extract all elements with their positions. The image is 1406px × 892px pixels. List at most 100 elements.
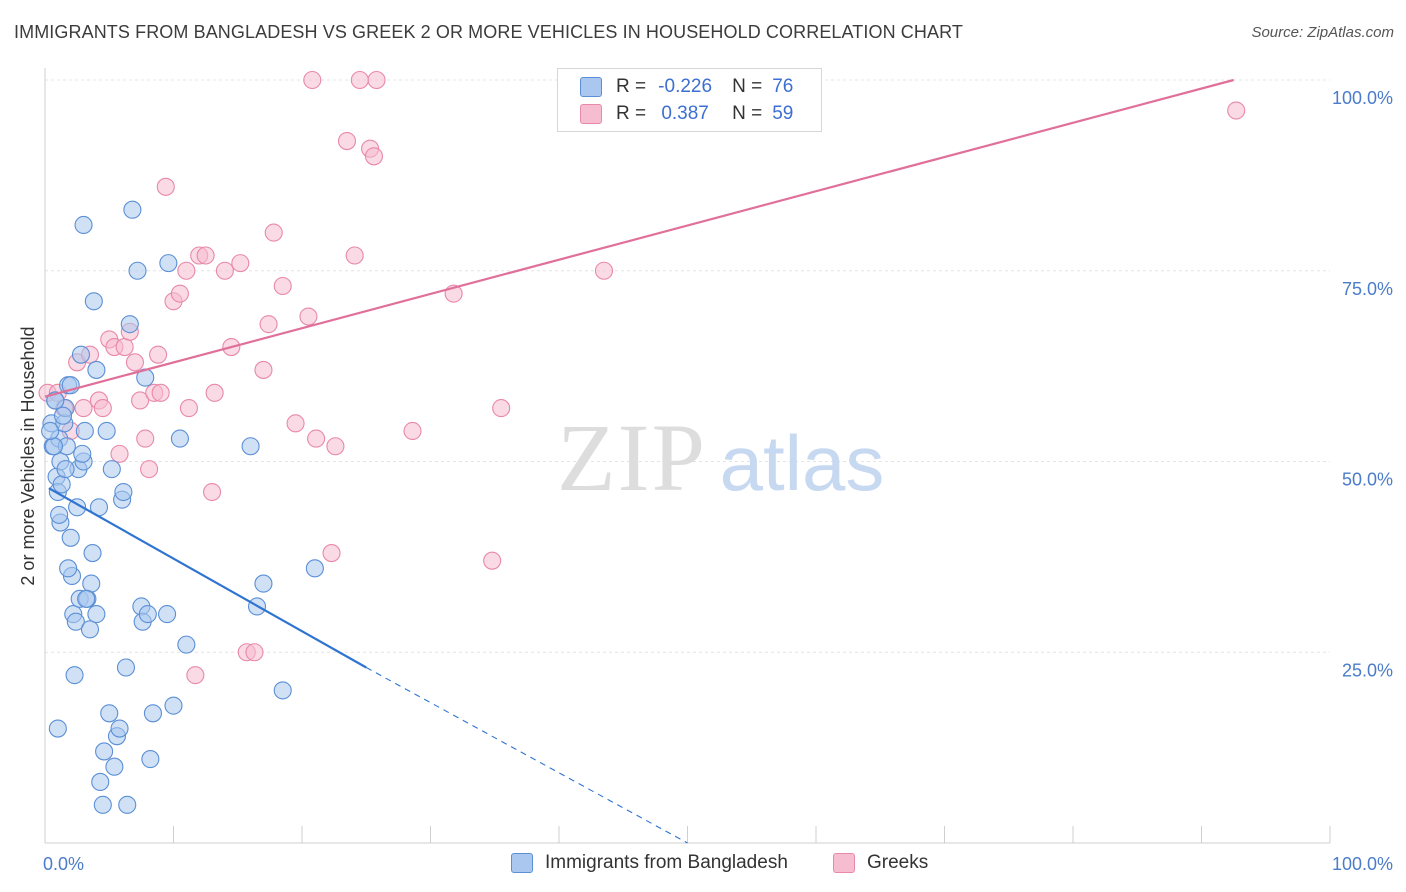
x-tick-label: 100.0% bbox=[1332, 854, 1393, 874]
greeks-point bbox=[245, 643, 264, 662]
greeks-point bbox=[337, 131, 357, 151]
bangladesh-point bbox=[158, 605, 177, 624]
greeks-point bbox=[364, 147, 384, 166]
bangladesh-point bbox=[170, 429, 189, 448]
greeks-point bbox=[264, 223, 283, 242]
greeks-point bbox=[125, 353, 144, 372]
greeks-point bbox=[74, 399, 93, 418]
legend-n-label: N = bbox=[732, 76, 763, 97]
legend-n-value: 76 bbox=[772, 76, 794, 97]
greeks-trend-line bbox=[44, 78, 1234, 398]
legend-n-value: 59 bbox=[772, 103, 794, 124]
greeks-point bbox=[350, 70, 369, 90]
bangladesh-point bbox=[100, 704, 119, 723]
bottom-legend-swatch-pink bbox=[833, 853, 855, 873]
y-tick-label: 25.0% bbox=[1342, 660, 1393, 680]
greeks-point bbox=[149, 345, 168, 364]
greeks-point bbox=[131, 391, 150, 410]
greeks-point bbox=[345, 246, 364, 265]
bangladesh-point bbox=[59, 559, 78, 578]
tick-labels: 25.0% 50.0% 75.0% 100.0% 0.0% 100.0% bbox=[43, 88, 1393, 874]
legend-r-value: 0.387 bbox=[661, 103, 709, 124]
bangladesh-point bbox=[80, 620, 100, 639]
greeks-points bbox=[38, 70, 1246, 685]
bangladesh-point bbox=[273, 681, 292, 700]
bangladesh-point bbox=[65, 666, 84, 685]
legend-swatch-blue bbox=[580, 77, 602, 97]
bangladesh-point bbox=[254, 574, 273, 593]
greeks-point bbox=[231, 254, 250, 273]
bottom-legend-label: Immigrants from Bangladesh bbox=[545, 852, 788, 873]
x-tick-label: 0.0% bbox=[43, 854, 84, 874]
bottom-legend: Immigrants from Bangladesh Greeks bbox=[0, 852, 1406, 878]
bangladesh-point bbox=[44, 437, 64, 456]
bangladesh-point bbox=[118, 795, 137, 814]
trend-lines bbox=[44, 78, 1234, 844]
greeks-point bbox=[483, 551, 502, 570]
legend-n-label: N = bbox=[732, 103, 763, 124]
greeks-point bbox=[177, 261, 196, 280]
bangladesh-point bbox=[77, 589, 96, 608]
y-tick-label: 50.0% bbox=[1342, 470, 1393, 490]
greeks-point bbox=[136, 429, 155, 448]
legend-row-greeks: R = 0.387 N = 59 bbox=[580, 101, 793, 127]
bangladesh-point bbox=[56, 460, 75, 479]
bangladesh-point bbox=[46, 391, 65, 410]
bangladesh-point bbox=[120, 315, 139, 334]
greeks-point bbox=[110, 444, 129, 463]
greeks-point bbox=[367, 70, 386, 90]
greeks-point bbox=[254, 360, 273, 379]
bangladesh-point bbox=[123, 200, 142, 219]
bangladesh-point bbox=[138, 605, 157, 624]
greeks-point bbox=[286, 414, 305, 433]
grid-lines bbox=[45, 79, 1330, 653]
greeks-point bbox=[273, 276, 292, 296]
bottom-legend-greeks[interactable]: Greeks bbox=[833, 852, 928, 874]
bangladesh-point bbox=[74, 215, 93, 235]
source-label: Source: ZipAtlas.com bbox=[1251, 24, 1394, 41]
bangladesh-point bbox=[159, 254, 178, 273]
legend-r-label: R = bbox=[616, 103, 647, 124]
bangladesh-point bbox=[84, 292, 103, 311]
y-tick-label: 100.0% bbox=[1332, 88, 1393, 108]
greeks-point bbox=[259, 315, 278, 334]
legend-r-label: R = bbox=[616, 76, 647, 97]
legend-r-value: -0.226 bbox=[658, 76, 713, 97]
greeks-point bbox=[215, 261, 234, 280]
greeks-point bbox=[203, 482, 222, 502]
y-axis-label: 2 or more Vehicles in Household bbox=[18, 326, 38, 585]
bangladesh-point bbox=[177, 635, 196, 654]
bangladesh-point bbox=[48, 719, 67, 738]
bangladesh-point bbox=[116, 658, 136, 677]
bangladesh-point bbox=[143, 704, 162, 723]
greeks-point bbox=[151, 383, 170, 402]
bangladesh-point bbox=[83, 544, 102, 563]
bangladesh-point bbox=[71, 345, 91, 364]
bangladesh-point bbox=[241, 437, 260, 456]
chart-title: IMMIGRANTS FROM BANGLADESH VS GREEK 2 OR… bbox=[14, 22, 963, 42]
bangladesh-points bbox=[41, 200, 324, 814]
greeks-point bbox=[179, 399, 198, 418]
greeks-point bbox=[93, 399, 112, 418]
bangladesh-point bbox=[110, 719, 129, 738]
legend-row-bangladesh: R = -0.226 N = 76 bbox=[580, 74, 793, 100]
bangladesh-point bbox=[93, 795, 112, 814]
bottom-legend-bangladesh[interactable]: Immigrants from Bangladesh bbox=[511, 852, 788, 874]
bangladesh-point bbox=[164, 696, 183, 715]
greeks-point bbox=[156, 177, 175, 196]
bangladesh-point bbox=[305, 559, 324, 578]
greeks-point bbox=[170, 284, 189, 303]
watermark: ZIP atlas bbox=[557, 404, 884, 511]
greeks-point bbox=[303, 70, 322, 90]
greeks-point bbox=[186, 666, 205, 685]
greeks-point bbox=[594, 261, 614, 280]
bangladesh-point bbox=[97, 421, 116, 441]
bangladesh-point bbox=[95, 742, 114, 761]
bangladesh-point bbox=[50, 505, 69, 524]
bangladesh-point bbox=[114, 482, 133, 502]
greeks-point bbox=[322, 544, 341, 563]
bangladesh-point bbox=[73, 444, 92, 463]
watermark-zip: ZIP bbox=[557, 404, 707, 511]
bangladesh-point bbox=[41, 421, 60, 441]
